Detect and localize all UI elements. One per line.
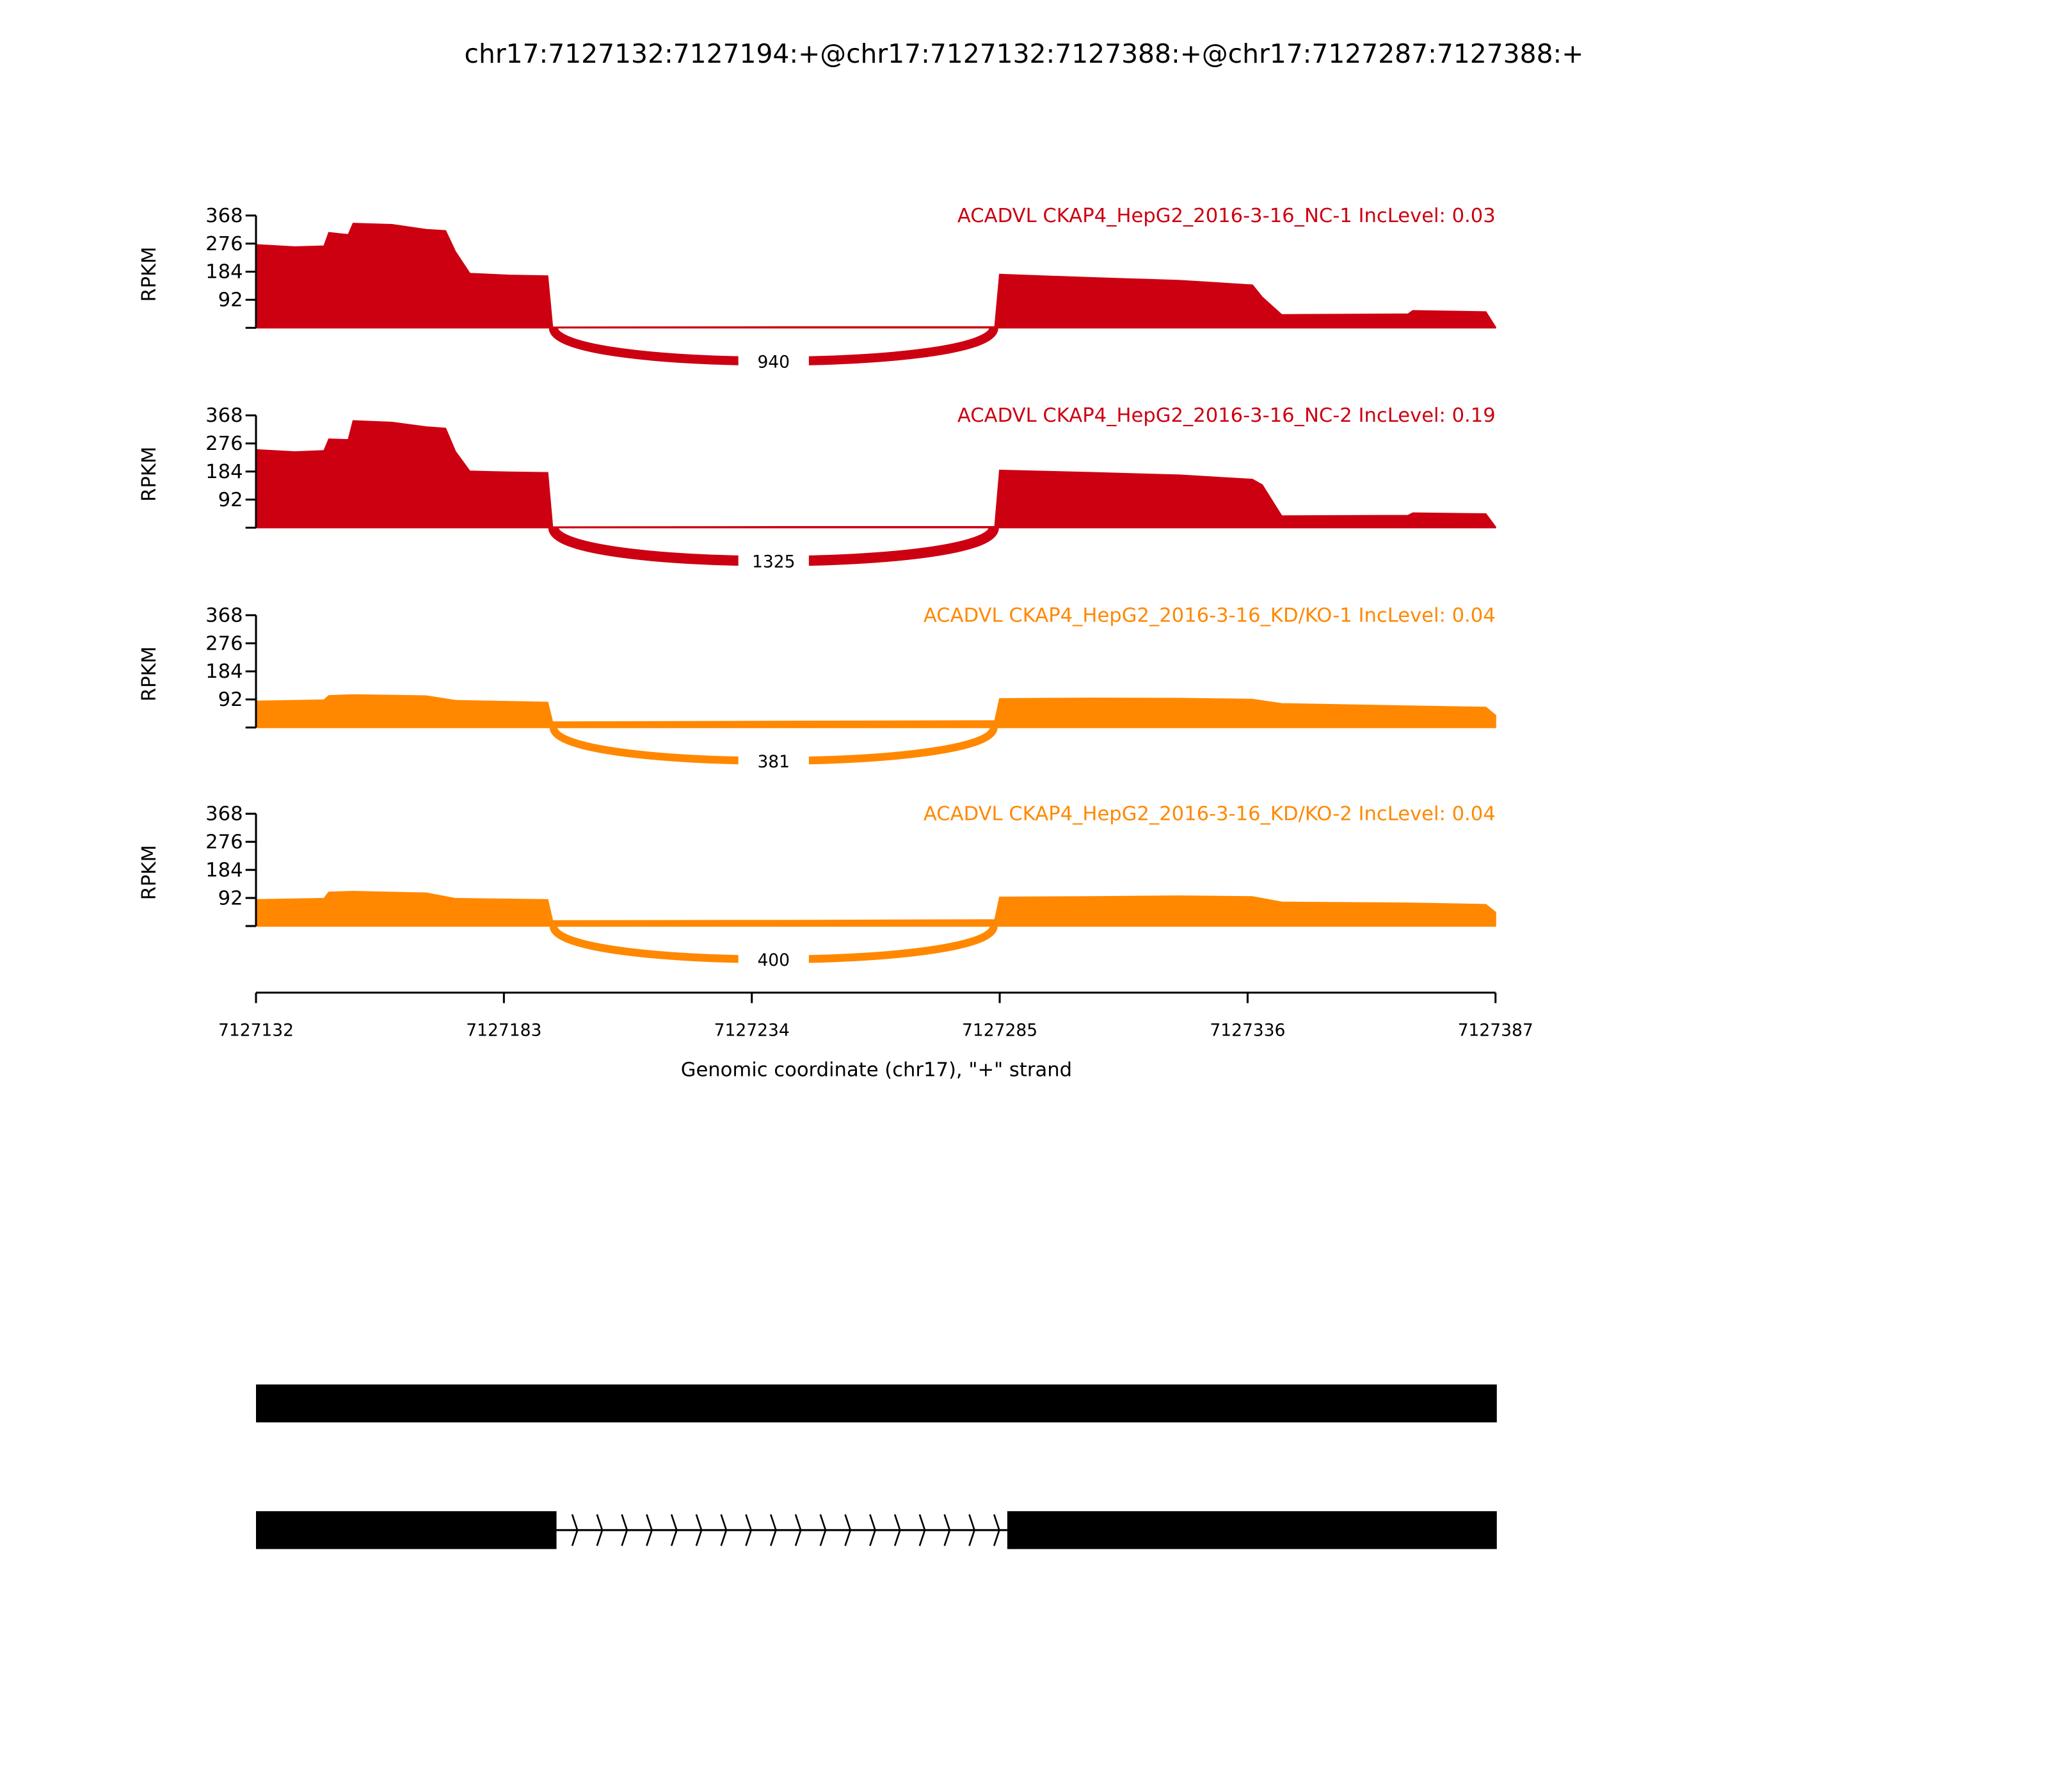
y-tick-label: 184: [205, 261, 243, 284]
y-tick-label: 184: [205, 859, 243, 881]
y-axis-label: RPKM: [138, 246, 161, 301]
x-tick-label: 7127336: [1210, 1020, 1285, 1040]
junction-count-label: 400: [757, 950, 790, 970]
x-axis: 7127132 7127183 7127234 7127285 7127336 71273…: [218, 991, 1533, 1040]
gene-models: [256, 1384, 1497, 1549]
x-tick-label: 7127234: [714, 1020, 790, 1040]
sample-label: ACADVL CKAP4_HepG2_2016-3-16_NC-2 IncLev…: [957, 404, 1496, 427]
junction-label-bg: [738, 548, 809, 574]
y-tick-label: 92: [218, 489, 243, 511]
strand-chevron-icon: [819, 1514, 827, 1546]
strand-chevron-icon: [769, 1514, 777, 1546]
gene-model-track: [256, 1384, 1497, 1423]
junction-label-bg: [738, 748, 809, 774]
gene-model-track: [256, 1511, 1497, 1549]
y-tick-label: 368: [205, 404, 243, 427]
y-tick-label: 184: [205, 660, 243, 683]
y-tick-label: 276: [205, 233, 243, 255]
junction-label-bg: [738, 348, 809, 374]
exon-block: [256, 1511, 557, 1549]
y-tick-label: 92: [218, 289, 243, 312]
y-tick-label: 92: [218, 887, 243, 909]
strand-chevron-icon: [844, 1514, 852, 1546]
exon-block: [1007, 1511, 1497, 1549]
strand-chevron-icon: [943, 1514, 951, 1546]
x-tick-label: 7127387: [1458, 1020, 1533, 1040]
junction-count-label: 381: [757, 752, 790, 772]
strand-chevron-icon: [745, 1514, 753, 1546]
sample-panel: 92 184 276 368 RPKM ACADVL CKAP4_HepG2_2016-3…: [138, 604, 1496, 774]
junction-label-bg: [738, 946, 809, 973]
y-tick-label: 368: [205, 803, 243, 826]
strand-chevron-icon: [869, 1514, 876, 1546]
sample-label: ACADVL CKAP4_HepG2_2016-3-16_KD/KO-1 Inc…: [924, 604, 1496, 627]
y-tick-label: 276: [205, 632, 243, 655]
sample-panel: 92 184 276 368 RPKM ACADVL CKAP4_HepG2_2016-3…: [138, 404, 1496, 574]
y-axis-label: RPKM: [138, 646, 161, 701]
y-axis-label: RPKM: [138, 845, 161, 900]
x-tick-label: 7127132: [218, 1020, 294, 1040]
chart-title: chr17:7127132:7127194:+@chr17:7127132:71…: [465, 38, 1584, 69]
strand-chevron-icon: [993, 1514, 1000, 1546]
strand-chevron-icon: [968, 1514, 976, 1546]
coverage-area: [255, 420, 1496, 529]
strand-chevron-icon: [621, 1514, 628, 1546]
y-tick-label: 368: [205, 205, 243, 227]
y-axis-label: RPKM: [138, 447, 161, 502]
strand-chevron-icon: [596, 1514, 604, 1546]
x-tick-label: 7127285: [962, 1020, 1037, 1040]
sample-label: ACADVL CKAP4_HepG2_2016-3-16_NC-1 IncLev…: [957, 205, 1496, 227]
strand-chevron-icon: [918, 1514, 926, 1546]
y-tick-label: 184: [205, 461, 243, 483]
strand-chevron-icon: [794, 1514, 802, 1546]
strand-chevron-icon: [571, 1514, 579, 1546]
y-tick-label: 92: [218, 689, 243, 711]
strand-chevron-icon: [670, 1514, 678, 1546]
y-tick-label: 368: [205, 604, 243, 627]
strand-chevron-icon: [720, 1514, 728, 1546]
junction-count-label: 1325: [752, 552, 795, 572]
exon-block: [256, 1384, 1497, 1423]
junction-count-label: 940: [757, 352, 790, 372]
coverage-area: [255, 223, 1496, 329]
strand-chevron-icon: [646, 1514, 653, 1546]
sample-panel: 92 184 276 368 RPKM ACADVL CKAP4_HepG2_2016-3…: [138, 205, 1496, 374]
y-tick-label: 276: [205, 433, 243, 455]
strand-chevron-icon: [893, 1514, 901, 1546]
sample-panel: 92 184 276 368 RPKM ACADVL CKAP4_HepG2_2016-3…: [138, 803, 1496, 973]
coverage-area: [255, 694, 1496, 728]
sample-label: ACADVL CKAP4_HepG2_2016-3-16_KD/KO-2 Inc…: [924, 803, 1496, 826]
strand-chevron-icon: [695, 1514, 703, 1546]
x-tick-label: 7127183: [466, 1020, 541, 1040]
x-axis-label: Genomic coordinate (chr17), "+" strand: [681, 1059, 1072, 1082]
coverage-area: [255, 891, 1496, 927]
y-tick-label: 276: [205, 831, 243, 854]
